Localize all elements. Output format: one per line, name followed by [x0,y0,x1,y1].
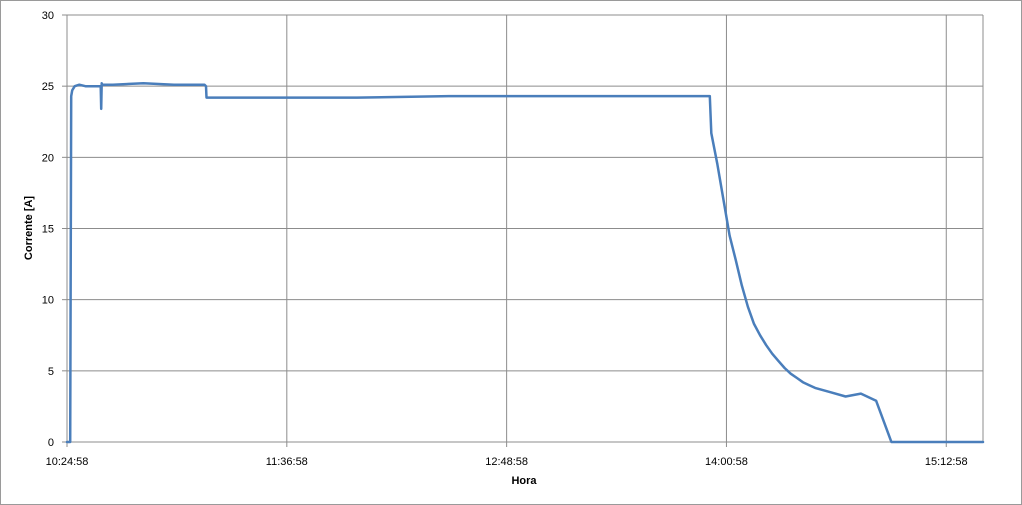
y-tick-label: 5 [48,366,54,378]
y-tick-label: 20 [42,152,54,164]
series-line [65,82,985,444]
x-tick-label: 15:12:58 [925,456,968,468]
y-axis-title: Corrente [A] [23,196,35,261]
x-tick-label: 10:24:58 [46,456,89,468]
x-axis-title: Hora [511,475,537,487]
y-tick-label: 10 [42,295,54,307]
axes [62,14,983,447]
x-tick-label: 14:00:58 [705,456,748,468]
x-tick-label: 11:36:58 [266,456,308,468]
x-tick-label: 12:48:58 [485,456,528,468]
y-tick-label: 30 [42,10,54,22]
series-layer [65,82,985,444]
grid-lines [67,14,984,442]
y-tick-label: 15 [42,224,54,236]
y-tick-label: 0 [48,437,54,449]
tick-labels: 0 5 10 15 20 25 30 10:24:58 11:36:58 12:48:58 14:0… [42,10,968,468]
y-tick-label: 25 [42,81,54,93]
